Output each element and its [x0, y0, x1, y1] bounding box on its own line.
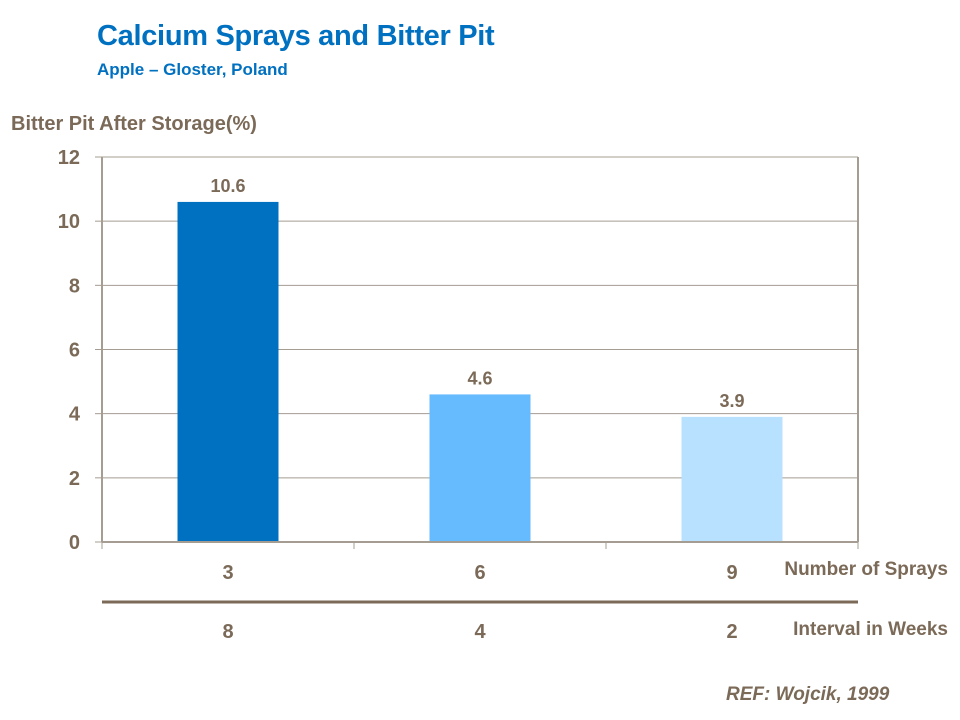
- secondary-axis-label: Interval in Weeks: [793, 619, 948, 640]
- secondary-x-tick-label: 8: [222, 621, 233, 643]
- data-label: 10.6: [210, 176, 245, 196]
- y-tick-label: 12: [58, 147, 80, 169]
- secondary-x-tick-label: 4: [474, 621, 486, 643]
- y-tick-label: 4: [69, 404, 81, 426]
- bar: [681, 416, 783, 542]
- y-tick-label: 8: [69, 275, 80, 297]
- y-tick-label: 2: [69, 468, 80, 490]
- data-label: 3.9: [719, 391, 744, 411]
- bar: [177, 201, 279, 542]
- chart-title: Calcium Sprays and Bitter Pit: [97, 20, 495, 52]
- y-tick-label: 6: [69, 340, 80, 362]
- x-tick-label: 6: [474, 562, 485, 584]
- category-axis-label: Number of Sprays: [784, 559, 948, 580]
- reference-note: REF: Wojcik, 1999: [726, 684, 890, 705]
- x-tick-label: 3: [222, 562, 233, 584]
- data-label: 4.6: [467, 368, 492, 388]
- y-axis-label: Bitter Pit After Storage(%): [11, 113, 257, 135]
- chart-subtitle: Apple – Gloster, Poland: [97, 60, 288, 79]
- secondary-x-tick-label: 2: [726, 621, 737, 643]
- y-tick-label: 10: [58, 211, 80, 233]
- bar: [429, 394, 531, 542]
- x-tick-label: 9: [726, 562, 737, 584]
- y-tick-label: 0: [69, 532, 80, 554]
